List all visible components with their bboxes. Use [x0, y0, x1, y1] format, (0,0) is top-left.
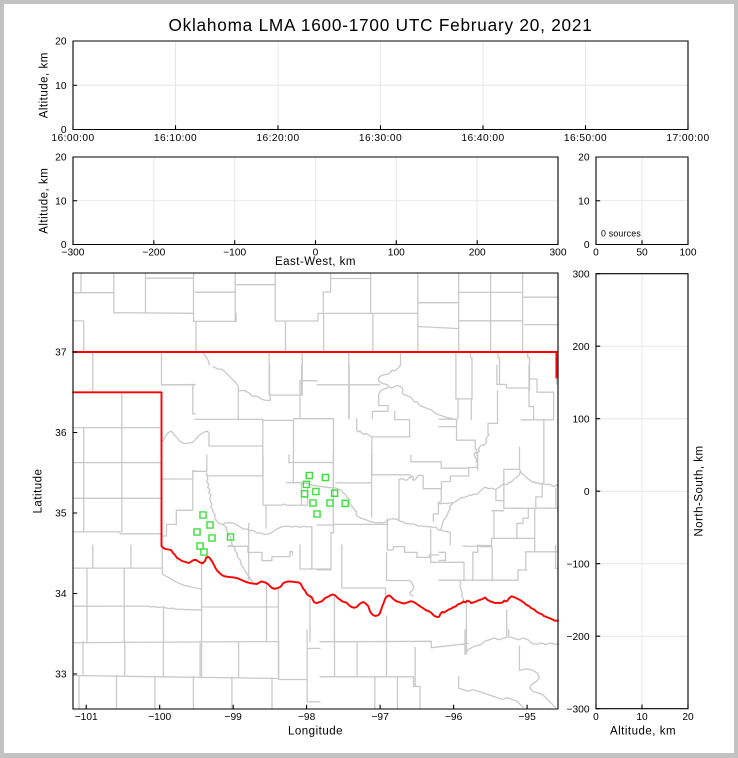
svg-text:Longitude: Longitude: [288, 725, 343, 737]
svg-text:16:30:00: 16:30:00: [359, 133, 402, 144]
svg-text:16:40:00: 16:40:00: [461, 133, 504, 144]
svg-text:300: 300: [573, 269, 590, 280]
svg-text:−100: −100: [148, 712, 171, 723]
svg-text:16:00:00: 16:00:00: [51, 133, 94, 144]
svg-text:20: 20: [578, 153, 590, 164]
svg-text:0 sources: 0 sources: [601, 228, 641, 238]
svg-text:Altitude, km: Altitude, km: [39, 168, 51, 234]
svg-text:100: 100: [573, 414, 590, 425]
svg-text:300: 300: [550, 248, 567, 259]
svg-text:200: 200: [469, 248, 486, 259]
svg-text:−99: −99: [225, 712, 243, 723]
svg-text:0: 0: [61, 240, 67, 251]
svg-text:100: 100: [680, 248, 697, 259]
svg-text:0: 0: [584, 487, 590, 498]
svg-text:Altitude, km: Altitude, km: [39, 52, 51, 118]
svg-text:35: 35: [55, 509, 67, 520]
svg-text:−95: −95: [518, 712, 536, 723]
svg-text:16:10:00: 16:10:00: [154, 133, 197, 144]
svg-text:Oklahoma LMA 1600-1700 UTC Feb: Oklahoma LMA 1600-1700 UTC February 20, …: [168, 15, 592, 35]
svg-text:−100: −100: [567, 559, 590, 570]
svg-text:0: 0: [313, 248, 319, 259]
svg-text:−300: −300: [62, 248, 85, 259]
svg-text:−96: −96: [445, 712, 463, 723]
svg-text:100: 100: [388, 248, 405, 259]
svg-text:0: 0: [61, 125, 67, 136]
svg-text:0: 0: [593, 712, 599, 723]
svg-text:−300: −300: [567, 704, 590, 715]
svg-text:10: 10: [636, 712, 648, 723]
svg-text:16:20:00: 16:20:00: [256, 133, 299, 144]
svg-text:20: 20: [55, 153, 67, 164]
svg-text:10: 10: [55, 81, 67, 92]
svg-text:−97: −97: [371, 712, 389, 723]
svg-text:North-South, km: North-South, km: [694, 445, 706, 536]
svg-text:16:50:00: 16:50:00: [564, 133, 607, 144]
svg-text:33: 33: [55, 670, 67, 681]
svg-text:−200: −200: [142, 248, 165, 259]
svg-text:17:00:00: 17:00:00: [666, 133, 709, 144]
svg-text:−101: −101: [75, 712, 98, 723]
svg-text:0: 0: [584, 240, 590, 251]
svg-text:200: 200: [573, 342, 590, 353]
svg-text:−98: −98: [298, 712, 316, 723]
svg-text:36: 36: [55, 428, 67, 439]
svg-text:34: 34: [55, 589, 67, 600]
svg-text:10: 10: [55, 196, 67, 207]
svg-text:Altitude, km: Altitude, km: [610, 725, 676, 737]
svg-text:10: 10: [578, 196, 590, 207]
svg-text:East-West, km: East-West, km: [275, 256, 356, 268]
svg-text:37: 37: [55, 348, 67, 359]
svg-text:0: 0: [593, 248, 599, 259]
svg-text:Latitude: Latitude: [33, 469, 45, 514]
svg-text:50: 50: [636, 248, 648, 259]
svg-text:20: 20: [55, 37, 67, 48]
svg-text:−200: −200: [567, 632, 590, 643]
svg-text:20: 20: [682, 712, 694, 723]
svg-text:−100: −100: [223, 248, 246, 259]
